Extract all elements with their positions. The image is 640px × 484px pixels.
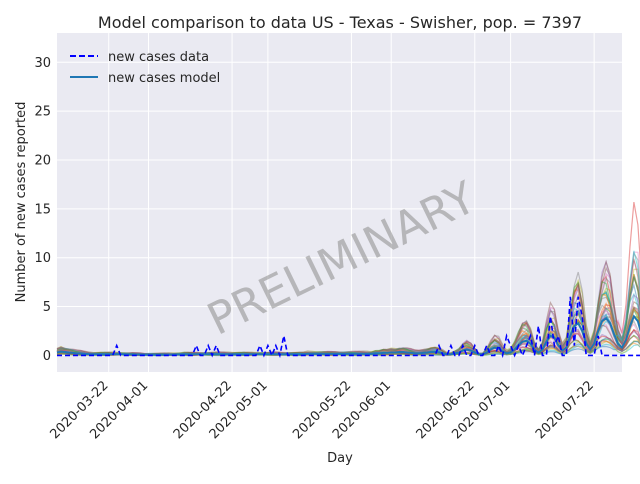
y-tick-label: 15 [34,202,51,217]
x-axis-label: Day [327,451,353,466]
y-tick-label: 30 [34,56,51,71]
series [56,296,640,359]
model-realization-line [56,283,640,356]
x-tick-label: 2020-07-22 [533,378,597,442]
y-tick-labels: 0 5 10 15 20 25 30 [34,56,51,364]
y-tick-label: 25 [34,105,51,120]
legend-label-data: new cases data [108,50,209,65]
y-tick-label: 0 [43,349,51,364]
y-axis-label: Number of new cases reported [14,102,29,303]
chart-title: Model comparison to data US - Texas - Sw… [98,13,582,32]
data-line [57,296,640,359]
y-tick-label: 10 [34,251,51,266]
plot-area [57,33,622,372]
model-realization-line [56,274,640,355]
gridlines [57,33,622,372]
legend-label-model: new cases model [108,71,220,86]
y-tick-label: 20 [34,154,51,169]
y-tick-label: 5 [43,300,51,315]
legend: new cases data new cases model [70,50,220,86]
model-realization-line [56,258,640,355]
